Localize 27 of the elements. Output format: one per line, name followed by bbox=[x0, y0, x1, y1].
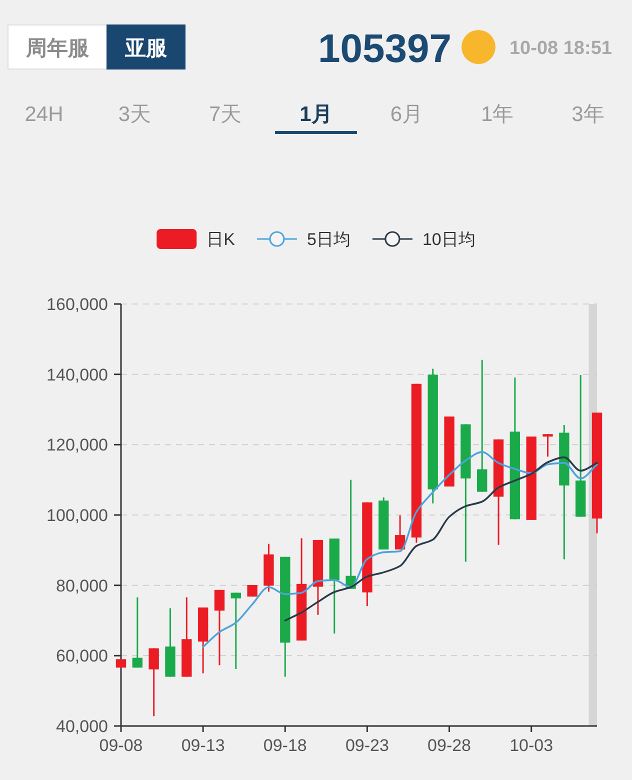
legend-label: 日K bbox=[206, 230, 235, 249]
range-label: 3天 bbox=[118, 103, 151, 126]
subtitle: 10-08 18:51 bbox=[509, 38, 612, 59]
xtick-label: 09-28 bbox=[428, 736, 472, 755]
xtick-label: 10-03 bbox=[510, 736, 554, 755]
ytick-label: 40,000 bbox=[56, 717, 108, 736]
range-label: 3年 bbox=[572, 103, 604, 126]
ytick-label: 140,000 bbox=[46, 365, 108, 384]
legend-label: 5日均 bbox=[306, 230, 350, 249]
xtick-label: 09-13 bbox=[181, 736, 225, 755]
title: 105397 bbox=[318, 27, 452, 71]
xtick-label: 09-18 bbox=[263, 736, 307, 755]
range-label: 24H bbox=[24, 103, 64, 126]
ytick-label: 120,000 bbox=[46, 436, 108, 455]
legend-label: 10日均 bbox=[422, 230, 476, 249]
range-label: 6月 bbox=[390, 103, 423, 126]
tab: 亚服 bbox=[106, 24, 186, 70]
range-label: 1年 bbox=[481, 103, 514, 126]
tab: 周年服 bbox=[8, 24, 108, 70]
ytick-label: 160,000 bbox=[46, 295, 108, 314]
ytick-label: 60,000 bbox=[56, 646, 108, 666]
ytick-label: 80,000 bbox=[56, 576, 108, 596]
range-label: 7天 bbox=[209, 103, 242, 126]
xtick-label: 09-23 bbox=[345, 736, 389, 755]
range-label: 1月 bbox=[300, 103, 332, 126]
xtick-label: 09-08 bbox=[99, 736, 143, 755]
ytick-label: 100,000 bbox=[46, 506, 108, 525]
